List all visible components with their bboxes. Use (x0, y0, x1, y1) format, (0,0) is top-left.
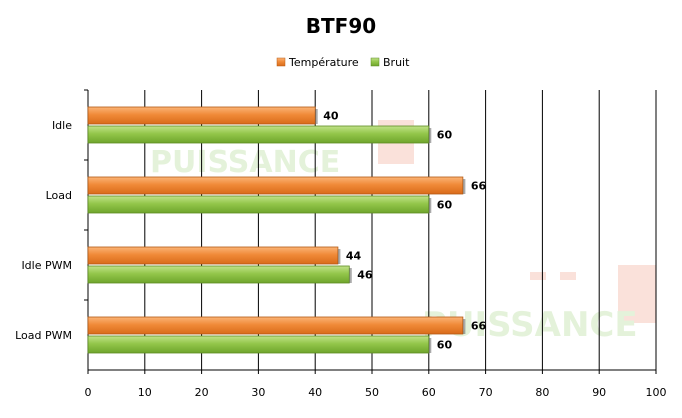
legend-swatch-bruit (370, 57, 380, 67)
x-tick-label: 60 (422, 386, 436, 399)
data-label: 66 (471, 320, 487, 333)
x-tick-label: 0 (85, 386, 92, 399)
legend-swatch-temperature (276, 57, 286, 67)
legend: Température Bruit (276, 56, 410, 69)
data-label: 60 (437, 129, 453, 142)
x-tick-label: 100 (646, 386, 667, 399)
bar-shadow (462, 319, 466, 334)
category-label: Load (46, 189, 72, 202)
watermark-text-1: PUISSANCE (150, 145, 340, 180)
data-label: 60 (437, 199, 453, 212)
bar-bruit (87, 125, 430, 144)
category-label: Idle (52, 119, 72, 132)
bar-shadow (462, 179, 466, 194)
category-label: Idle PWM (21, 259, 72, 272)
bar-temperature (87, 316, 464, 335)
x-tick-label: 80 (535, 386, 549, 399)
data-label: 46 (357, 269, 373, 282)
legend-label-bruit: Bruit (383, 56, 410, 69)
data-label: 40 (323, 110, 339, 123)
bar-shadow (428, 338, 432, 353)
data-label: 44 (346, 250, 362, 263)
bar-bruit (87, 335, 430, 354)
bar-shadow (337, 249, 341, 264)
x-tick-label: 50 (365, 386, 379, 399)
bars (87, 106, 466, 354)
x-tick-label: 70 (479, 386, 493, 399)
x-tick-label: 20 (195, 386, 209, 399)
bar-shadow (428, 128, 432, 143)
bar-temperature (87, 246, 339, 265)
bar-shadow (428, 198, 432, 213)
bar-temperature (87, 106, 316, 125)
x-tick-label: 90 (592, 386, 606, 399)
x-tick-label: 40 (308, 386, 322, 399)
category-labels: Idle Load Idle PWM Load PWM (15, 119, 72, 342)
bar-temperature (87, 176, 464, 195)
x-tick-labels: 0 10 20 30 40 50 60 70 80 90 100 (85, 386, 667, 399)
legend-label-temperature: Température (288, 56, 359, 69)
data-label: 60 (437, 339, 453, 352)
chart-title: BTF90 (306, 14, 376, 38)
data-labels: 40 60 66 60 44 46 66 60 (323, 110, 486, 352)
bar-bruit (87, 265, 350, 284)
bar-shadow (349, 268, 352, 283)
x-tick-label: 10 (138, 386, 152, 399)
bar-shadow (315, 109, 318, 124)
x-tick-label: 30 (251, 386, 265, 399)
category-label: Load PWM (15, 329, 72, 342)
bar-bruit (87, 195, 430, 214)
data-label: 66 (471, 180, 487, 193)
